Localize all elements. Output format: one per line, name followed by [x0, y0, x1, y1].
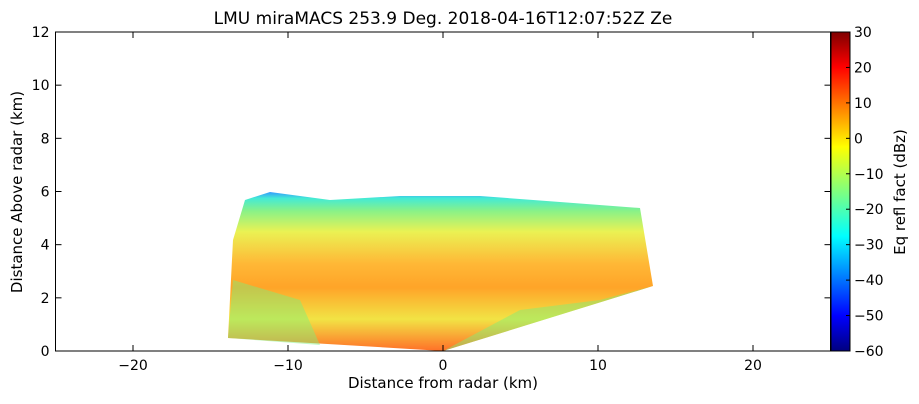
colorbar-tick-label: −30: [854, 238, 884, 254]
colorbar-tick-label: 0: [854, 131, 863, 147]
y-tick-label: 2: [41, 291, 50, 307]
y-tick-label: 6: [41, 185, 50, 201]
colorbar-tick-label: 30: [854, 25, 872, 41]
y-tick-label: 0: [41, 344, 50, 360]
y-axis-label: Distance Above radar (km): [8, 91, 26, 293]
x-tick-label: −10: [273, 358, 303, 374]
x-tick-label: 10: [589, 358, 607, 374]
colorbar-label: Eq refl fact (dBz): [891, 129, 909, 255]
y-tick-label: 10: [32, 78, 50, 94]
colorbar-tick-label: −60: [854, 344, 884, 360]
colorbar-tick-label: −50: [854, 309, 884, 325]
colorbar-tick-label: −10: [854, 167, 884, 183]
colorbar-tick-label: 10: [854, 96, 872, 112]
chart-title: LMU miraMACS 253.9 Deg. 2018-04-16T12:07…: [214, 9, 673, 29]
x-tick-label: 20: [744, 358, 762, 374]
colorbar-tick-label: 20: [854, 60, 872, 76]
x-tick-label: −20: [118, 358, 148, 374]
y-tick-label: 12: [32, 25, 50, 41]
x-tick-label: 0: [439, 358, 448, 374]
colorbar-tick-label: −20: [854, 202, 884, 218]
colorbar-tick-label: −40: [854, 273, 884, 289]
y-tick-label: 8: [41, 131, 50, 147]
y-tick-label: 4: [41, 238, 50, 254]
radar-field: [228, 192, 653, 351]
colorbar: [830, 31, 851, 352]
x-axis-label: Distance from radar (km): [348, 374, 538, 392]
